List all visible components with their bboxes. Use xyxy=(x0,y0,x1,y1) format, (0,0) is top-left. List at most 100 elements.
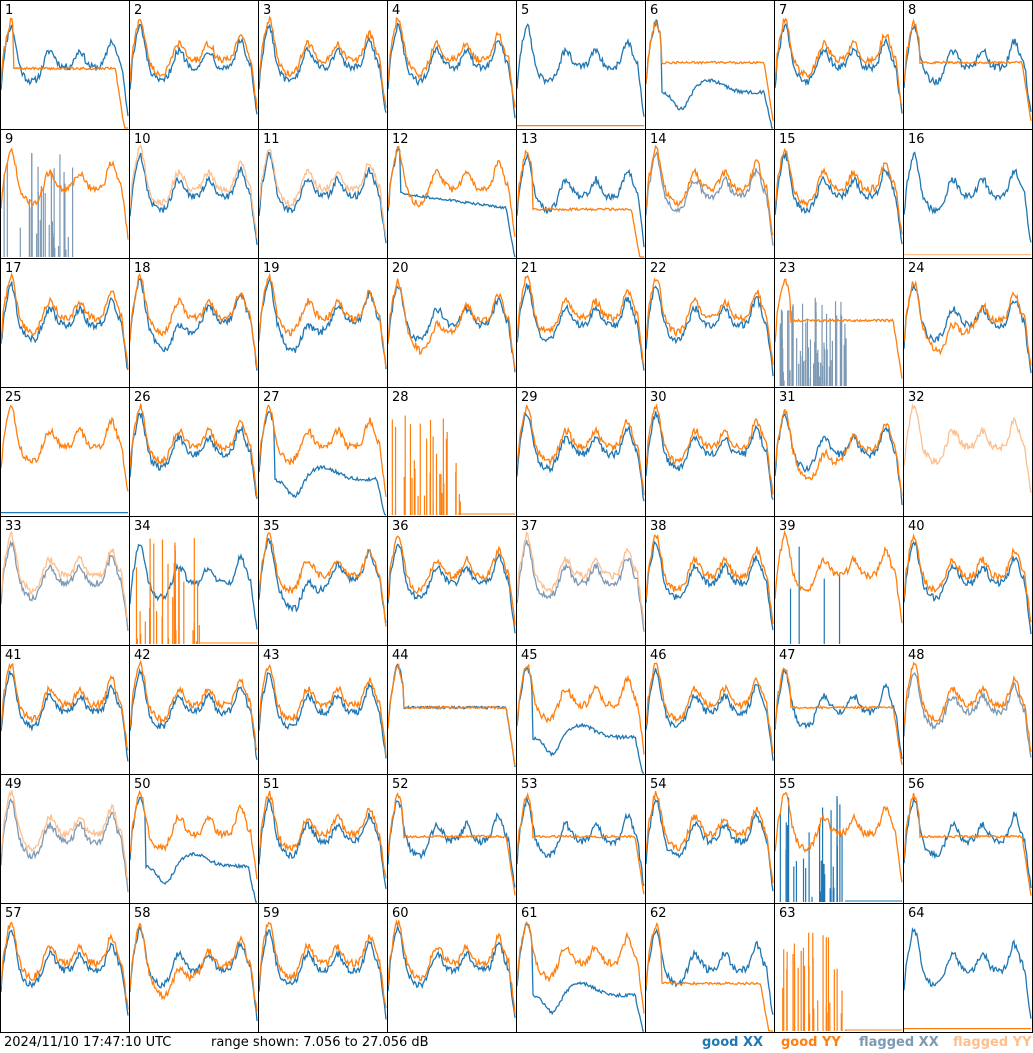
xx-line xyxy=(0,929,129,1016)
panel-label: 23 xyxy=(779,261,796,276)
yy-line xyxy=(516,663,645,755)
yy-line xyxy=(774,147,903,235)
panel-label: 46 xyxy=(650,648,667,663)
xx-line xyxy=(645,668,774,761)
yy-line xyxy=(903,402,1032,493)
yy-line xyxy=(516,149,644,258)
panel-1: 1 xyxy=(0,3,129,129)
panel-label: 51 xyxy=(263,777,280,792)
panel-5: 5 xyxy=(516,3,645,127)
legend-good-yy: good YY xyxy=(781,1035,841,1050)
panel-49: 49 xyxy=(0,777,129,893)
xx-line xyxy=(903,283,1032,374)
panel-label: 14 xyxy=(650,132,667,147)
panel-38: 38 xyxy=(645,519,774,631)
panel-label: 52 xyxy=(392,777,409,792)
yy-line xyxy=(516,920,645,1014)
yy-line xyxy=(129,789,258,880)
panel-27: 27 xyxy=(258,390,387,516)
panel-label: 13 xyxy=(521,132,538,147)
panel-56: 56 xyxy=(903,777,1032,896)
yy-line xyxy=(258,790,387,879)
yy-line xyxy=(774,409,903,497)
yy-line xyxy=(129,272,258,369)
panel-34: 34 xyxy=(129,519,258,644)
panel-47: 47 xyxy=(774,648,903,766)
panel-label: 61 xyxy=(521,906,538,921)
panel-label: 57 xyxy=(5,906,22,921)
panel-label: 31 xyxy=(779,390,796,405)
xx-line xyxy=(258,151,387,244)
yy-line xyxy=(387,16,516,108)
xx-line xyxy=(516,540,645,632)
panel-15: 15 xyxy=(774,132,903,245)
panel-label: 33 xyxy=(5,519,22,534)
panel-label: 62 xyxy=(650,906,667,921)
panel-label: 45 xyxy=(521,648,538,663)
panel-label: 50 xyxy=(134,777,151,792)
panel-16: 16 xyxy=(903,132,1032,256)
panel-6: 6 xyxy=(645,3,774,129)
panel-54: 54 xyxy=(645,777,774,892)
panel-31: 31 xyxy=(774,390,903,506)
xx-line xyxy=(903,540,1032,635)
xx-line xyxy=(516,23,645,117)
yy-line xyxy=(774,529,903,624)
xx-line xyxy=(903,24,1032,112)
panel-45: 45 xyxy=(516,648,645,774)
panel-label: 16 xyxy=(908,132,925,147)
panel-36: 36 xyxy=(387,519,516,634)
panel-label: 19 xyxy=(263,261,280,276)
panel-25: 25 xyxy=(0,390,129,514)
footer: 2024/11/10 17:47:10 UTC range shown: 7.0… xyxy=(0,1033,1033,1053)
panel-39: 39 xyxy=(774,519,903,644)
panel-53: 53 xyxy=(516,777,645,895)
panel-12: 12 xyxy=(387,132,516,258)
yy-line xyxy=(129,922,258,1012)
panel-label: 49 xyxy=(5,777,22,792)
panel-label: 56 xyxy=(908,777,925,792)
panel-label: 59 xyxy=(263,906,280,921)
yy-line xyxy=(903,280,1032,366)
panel-label: 55 xyxy=(779,777,796,792)
xx-line xyxy=(387,283,516,373)
panel-18: 18 xyxy=(129,261,258,371)
xx-line xyxy=(129,412,258,499)
xx-line xyxy=(129,543,258,630)
yy-line xyxy=(645,144,774,236)
xx-line xyxy=(516,923,644,1032)
yy-line xyxy=(774,667,903,766)
xx-line xyxy=(387,146,516,258)
panel-label: 38 xyxy=(650,519,667,534)
panel-label: 42 xyxy=(134,648,151,663)
panel-label: 28 xyxy=(392,390,409,405)
yy-line xyxy=(258,664,387,757)
panel-label: 54 xyxy=(650,777,667,792)
yy-line xyxy=(645,922,773,1032)
panel-label: 21 xyxy=(521,261,538,276)
yy-line xyxy=(129,403,258,498)
panel-50: 50 xyxy=(129,777,258,903)
panel-26: 26 xyxy=(129,390,258,499)
panel-label: 11 xyxy=(263,132,280,147)
yy-line xyxy=(258,15,387,109)
panel-60: 60 xyxy=(387,906,516,1018)
yy-line xyxy=(387,919,516,1015)
panel-42: 42 xyxy=(129,648,258,761)
xx-line xyxy=(129,667,258,761)
xx-line xyxy=(387,926,516,1018)
yy-line xyxy=(387,792,516,896)
xx-line xyxy=(903,927,1032,1019)
xx-line xyxy=(258,411,387,516)
panel-label: 8 xyxy=(908,3,916,18)
yy-line xyxy=(903,792,1032,896)
panel-55: 55 xyxy=(774,777,903,902)
yy-line xyxy=(516,531,645,625)
xx-line xyxy=(0,797,129,893)
xx-line xyxy=(258,24,387,113)
panel-label: 26 xyxy=(134,390,151,405)
xx-line xyxy=(645,411,774,500)
xx-line xyxy=(903,671,1032,758)
panel-10: 10 xyxy=(129,132,258,245)
panel-20: 20 xyxy=(387,261,516,373)
